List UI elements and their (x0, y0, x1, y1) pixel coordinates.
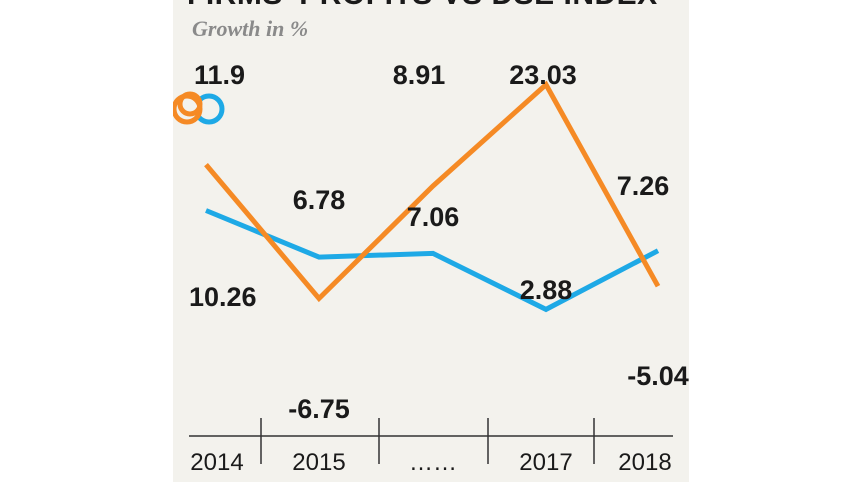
data-label: 23.03 (509, 60, 577, 90)
x-tick-label: …… (409, 449, 457, 476)
x-tick-label: 2014 (190, 449, 243, 476)
data-label: 11.9 (194, 60, 245, 90)
x-tick-label: 2017 (519, 449, 572, 476)
chart-title: FIRMS' PROFITS VS DSE INDEX (187, 0, 658, 12)
line-chart: 11.9 -6.75 8.91 23.03 -5.04 10.26 6.78 7.06 2.88… (173, 60, 689, 476)
data-label: 10.26 (189, 282, 257, 312)
data-label: 7.26 (617, 171, 670, 201)
data-label: -6.75 (288, 394, 350, 424)
data-label: -5.04 (627, 361, 689, 391)
series-line-firms-profits (204, 80, 661, 303)
series-line-dse-index (205, 208, 660, 313)
data-label: 7.06 (407, 202, 460, 232)
x-tick-label: 2018 (618, 449, 671, 476)
chart-panel: FIRMS' PROFITS VS DSE INDEX Growth in % … (173, 0, 689, 482)
data-label: 2.88 (520, 275, 573, 305)
x-tick-label: 2015 (292, 449, 345, 476)
data-label: 6.78 (293, 185, 346, 215)
data-label: 8.91 (393, 60, 446, 90)
ring-marker-icon (177, 91, 203, 117)
chart-subtitle: Growth in % (192, 16, 309, 41)
